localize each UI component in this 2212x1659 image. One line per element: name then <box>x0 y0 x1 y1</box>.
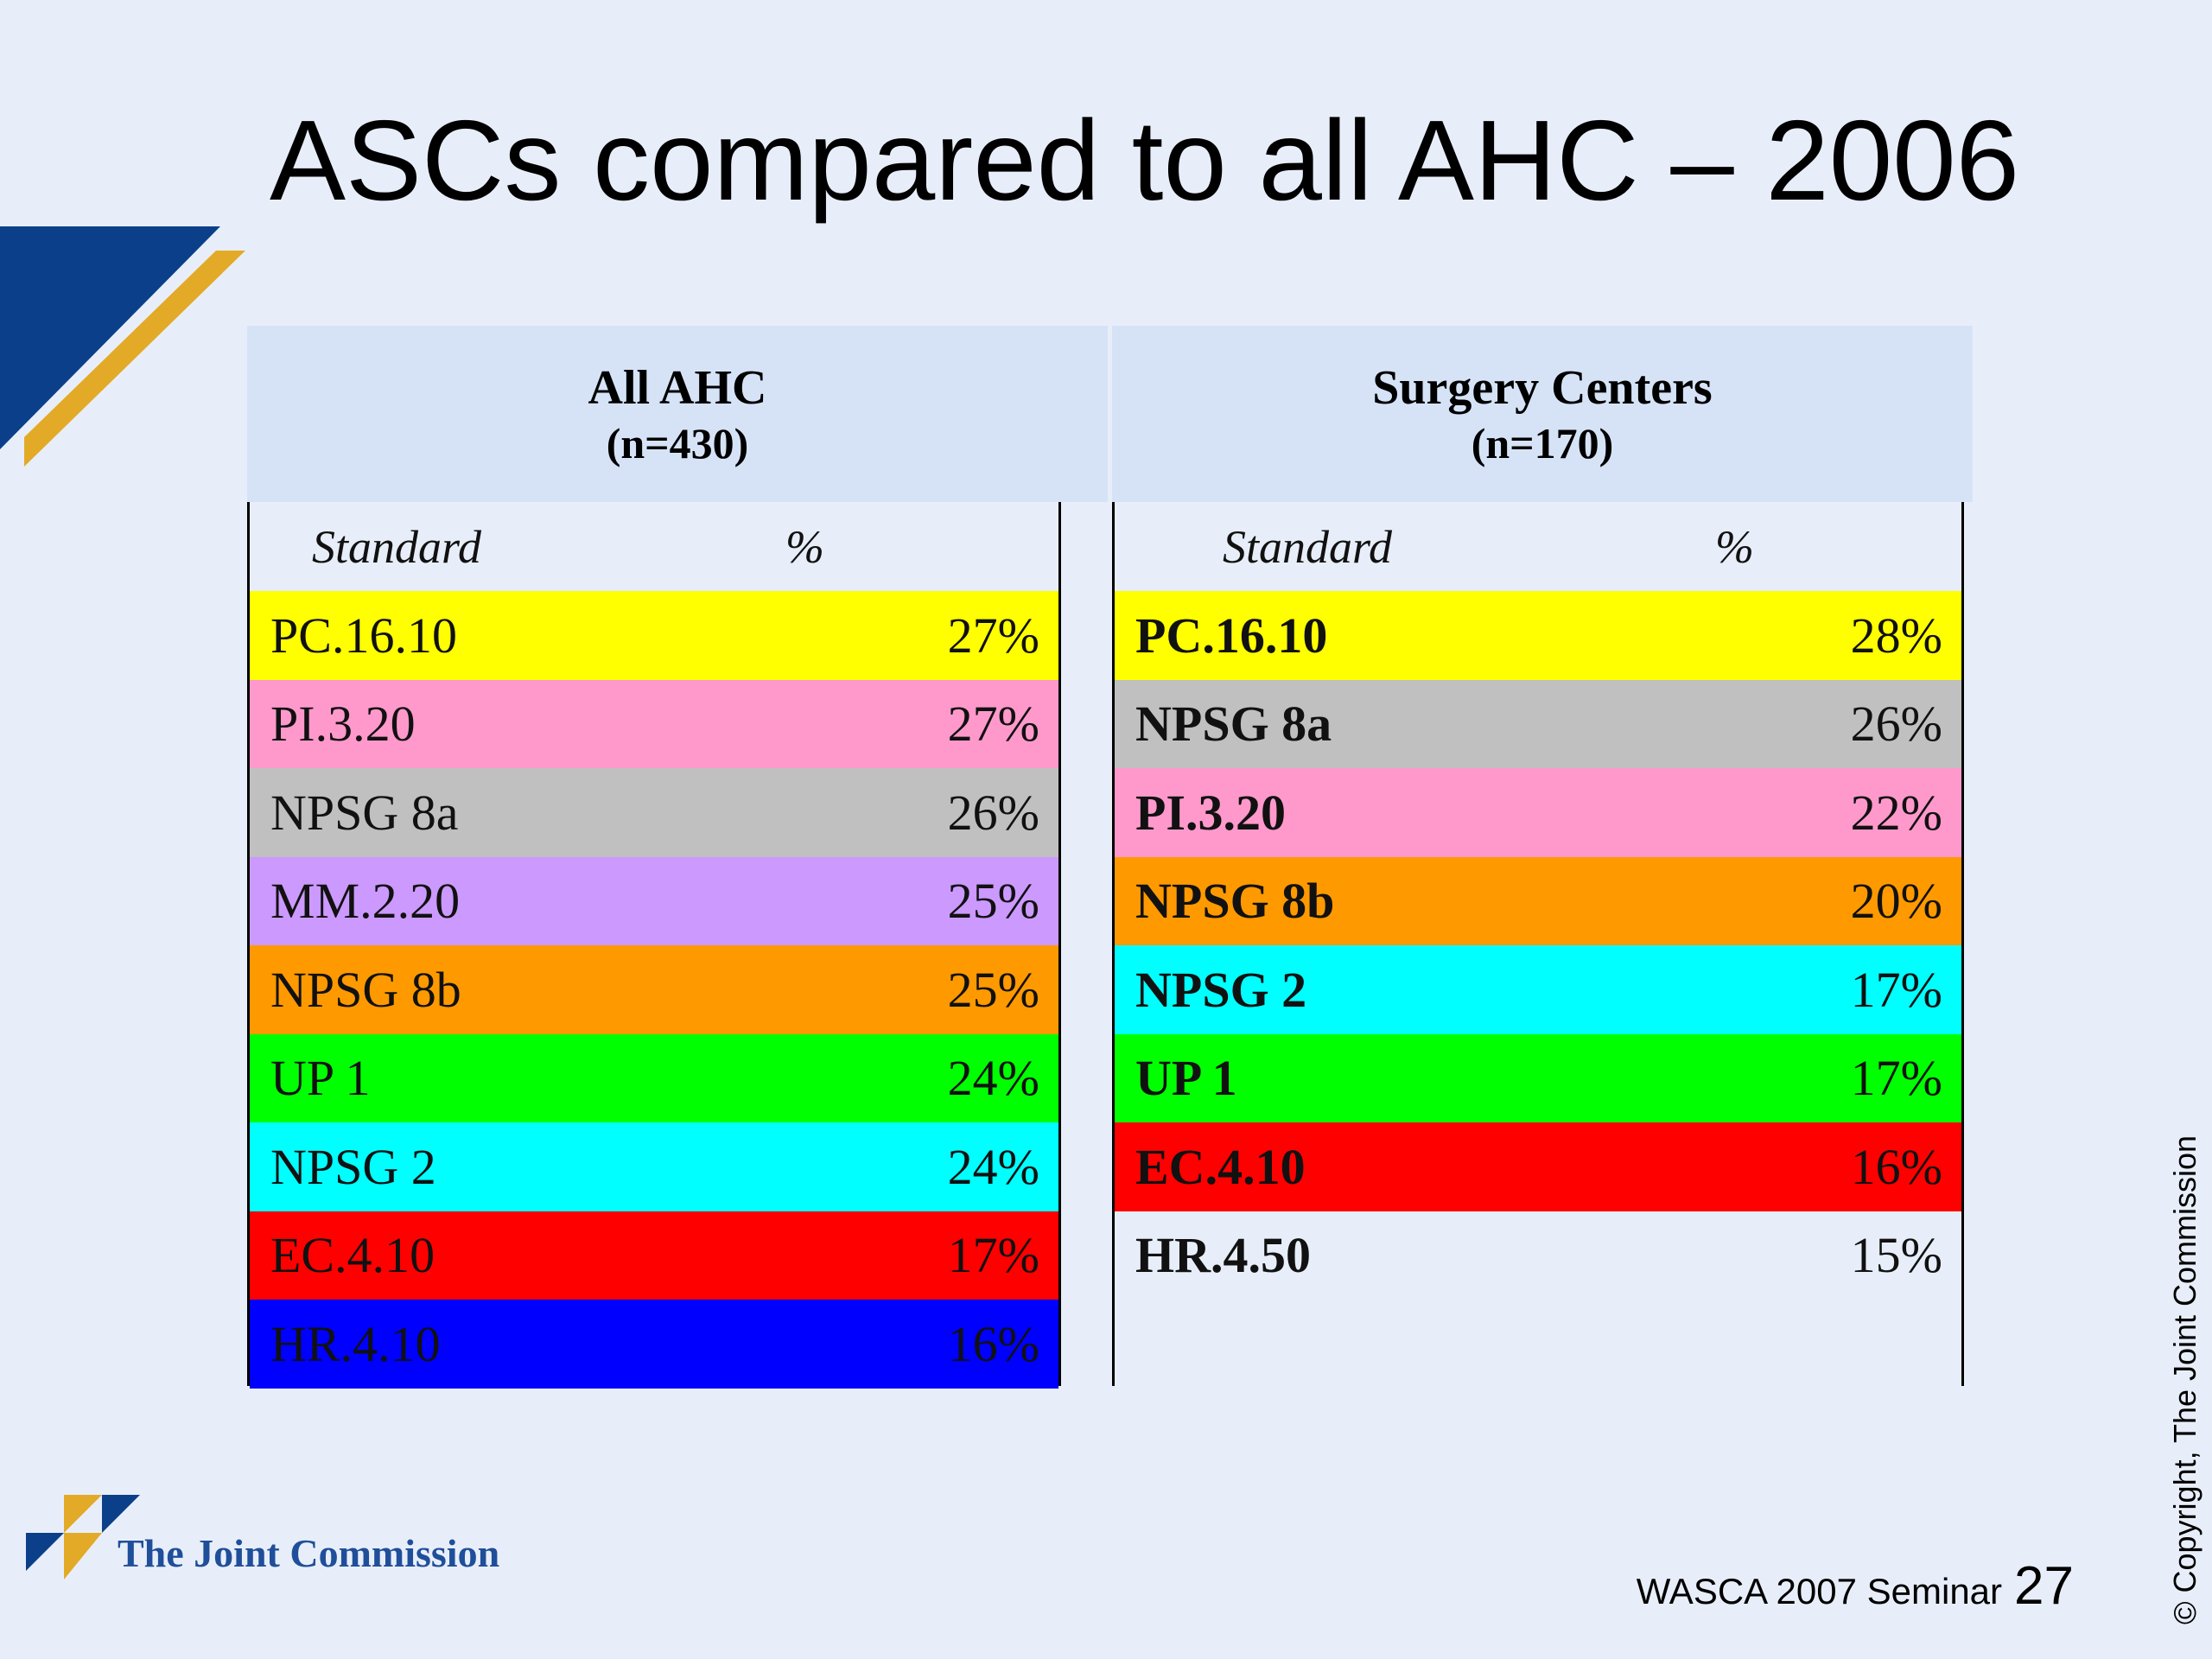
table-row: EC.4.10 16% <box>1115 1122 1961 1211</box>
surgery-centers-header: Surgery Centers (n=170) <box>1112 326 1973 502</box>
table-row: EC.4.10 17% <box>250 1211 1058 1300</box>
percent-cell: 17% <box>947 1227 1039 1284</box>
all-ahc-header: All AHC (n=430) <box>247 326 1108 502</box>
standard-cell: NPSG 8b <box>1135 873 1335 930</box>
percent-cell: 25% <box>947 961 1039 1018</box>
percent-column-header: % <box>785 520 824 573</box>
footer-label: WASCA 2007 Seminar <box>1636 1571 2003 1611</box>
percent-column-header: % <box>1715 520 1754 573</box>
standard-cell: EC.4.10 <box>1135 1138 1306 1195</box>
all-ahc-count: (n=430) <box>606 419 749 467</box>
table-row: HR.4.10 16% <box>250 1300 1058 1389</box>
corner-decoration <box>0 226 245 467</box>
standard-cell: HR.4.10 <box>270 1315 441 1372</box>
table-row: NPSG 8b 20% <box>1115 856 1961 945</box>
percent-cell: 24% <box>947 1138 1039 1195</box>
copyright-notice: © Copyright, The Joint Commission <box>2167 1135 2202 1624</box>
standard-cell: UP 1 <box>270 1050 371 1107</box>
page-number: 27 <box>2014 1556 2074 1616</box>
surgery-centers-table: Standard % PC.16.10 28% NPSG 8a 26% PI.3.20 2… <box>1112 502 1964 1386</box>
percent-cell: 16% <box>1850 1138 1942 1195</box>
standard-cell: NPSG 2 <box>1135 961 1307 1018</box>
percent-cell: 26% <box>1850 696 1942 753</box>
table-row: NPSG 2 17% <box>1115 945 1961 1034</box>
standard-column-header: Standard <box>1223 520 1393 573</box>
standard-cell: PI.3.20 <box>270 696 416 753</box>
standard-cell: NPSG 2 <box>270 1138 436 1195</box>
percent-cell: 25% <box>947 873 1039 930</box>
standard-cell: PC.16.10 <box>270 607 457 664</box>
slide-title: ASCs compared to all AHC – 2006 <box>270 97 2020 224</box>
percent-cell: 16% <box>947 1315 1039 1372</box>
percent-cell: 26% <box>947 784 1039 841</box>
table-row: MM.2.20 25% <box>250 856 1058 945</box>
table-row: PI.3.20 27% <box>250 679 1058 768</box>
standard-cell: NPSG 8b <box>270 961 461 1018</box>
footer: WASCA 2007 Seminar 27 <box>1637 1555 2074 1617</box>
standard-cell: UP 1 <box>1135 1050 1237 1107</box>
logo-mark-icon <box>26 1495 140 1580</box>
surgery-centers-panel: Surgery Centers (n=170) Standard % PC.16… <box>1112 326 1973 1386</box>
logo-text: The Joint Commission <box>118 1531 500 1575</box>
table-row: NPSG 8a 26% <box>1115 679 1961 768</box>
standard-cell: NPSG 8a <box>270 784 459 841</box>
all-ahc-title: All AHC <box>588 361 767 415</box>
table-row: NPSG 8b 25% <box>250 945 1058 1034</box>
standard-cell: MM.2.20 <box>270 873 461 930</box>
standard-cell: PI.3.20 <box>1135 784 1286 841</box>
percent-cell: 27% <box>947 607 1039 664</box>
standard-cell: HR.4.50 <box>1135 1227 1311 1284</box>
table-row: UP 1 17% <box>1115 1033 1961 1122</box>
surgery-centers-title: Surgery Centers <box>1372 361 1713 415</box>
standard-cell: EC.4.10 <box>270 1227 435 1284</box>
all-ahc-table: Standard % PC.16.10 27% PI.3.20 27% NPSG 8a 2… <box>247 502 1061 1389</box>
column-headers: Standard % <box>1115 502 1961 591</box>
percent-cell: 28% <box>1850 607 1942 664</box>
table-row: PC.16.10 27% <box>250 591 1058 680</box>
standard-cell: NPSG 8a <box>1135 696 1332 753</box>
table-row: NPSG 8a 26% <box>250 768 1058 857</box>
standard-column-header: Standard <box>312 520 482 573</box>
percent-cell: 17% <box>1850 961 1942 1018</box>
percent-cell: 22% <box>1850 784 1942 841</box>
table-row: PC.16.10 28% <box>1115 591 1961 680</box>
all-ahc-panel: All AHC (n=430) Standard % PC.16.10 27% PI… <box>247 326 1108 1389</box>
percent-cell: 15% <box>1850 1227 1942 1284</box>
table-row: NPSG 2 24% <box>250 1122 1058 1211</box>
surgery-centers-count: (n=170) <box>1471 419 1614 467</box>
standard-cell: PC.16.10 <box>1135 607 1328 664</box>
table-row: UP 1 24% <box>250 1033 1058 1122</box>
column-headers: Standard % <box>250 502 1058 591</box>
joint-commission-logo: The Joint Commission <box>26 1495 499 1581</box>
percent-cell: 17% <box>1850 1050 1942 1107</box>
percent-cell: 27% <box>947 696 1039 753</box>
all-ahc-rows: PC.16.10 27% PI.3.20 27% NPSG 8a 26% MM.2.20 25… <box>250 591 1058 1389</box>
table-row: PI.3.20 22% <box>1115 768 1961 857</box>
percent-cell: 24% <box>947 1050 1039 1107</box>
table-row: HR.4.50 15% <box>1115 1211 1961 1300</box>
percent-cell: 20% <box>1850 873 1942 930</box>
surgery-centers-rows: PC.16.10 28% NPSG 8a 26% PI.3.20 22% NPSG 8b 20… <box>1115 591 1961 1300</box>
